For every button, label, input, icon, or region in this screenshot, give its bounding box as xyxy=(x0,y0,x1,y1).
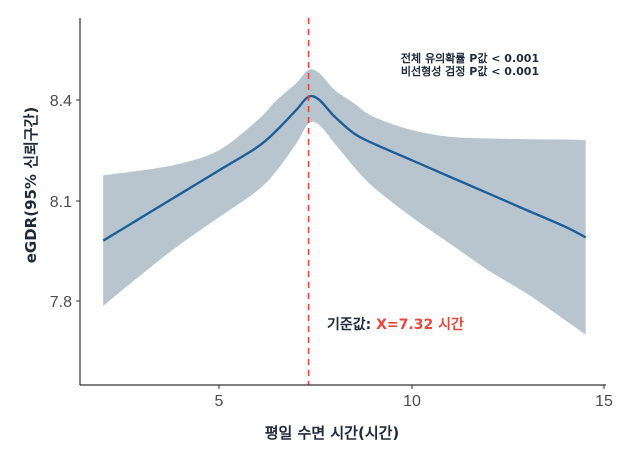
overall-p-value-annotation: 전체 유의확률 P값 < 0.001 xyxy=(401,51,539,65)
y-tick-label-8.4: 8.4 xyxy=(50,93,72,110)
y-tick-label-8.1: 8.1 xyxy=(50,194,72,211)
nonlinearity-p-value-annotation: 비선형성 검정 P값 < 0.001 xyxy=(401,64,539,78)
reference-value-label: 기준값: X=7.32 시간 xyxy=(327,316,464,333)
confidence-interval-band xyxy=(103,69,586,335)
y-tick-label-7.8: 7.8 xyxy=(50,294,72,311)
reference-label-value: X=7.32 시간 xyxy=(376,316,464,333)
reference-label-prefix: 기준값: xyxy=(327,317,376,333)
estimate-line xyxy=(102,94,587,242)
y-axis-title: eGDR(95% 신뢰구간) xyxy=(22,107,40,264)
x-tick-label-15: 15 xyxy=(595,393,613,410)
x-tick-label-5: 5 xyxy=(215,393,224,410)
x-tick-label-10: 10 xyxy=(403,393,421,410)
x-axis-title: 평일 수면 시간(시간) xyxy=(265,424,400,442)
